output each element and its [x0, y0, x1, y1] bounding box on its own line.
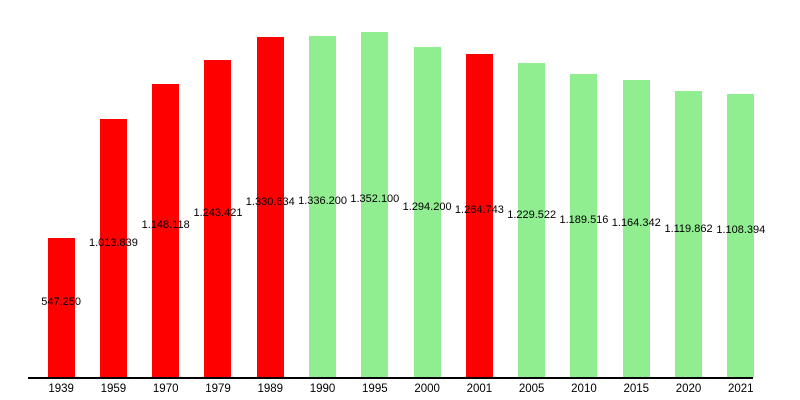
bar-2000 [413, 47, 441, 378]
value-label-1995: 1.352.100 [350, 193, 400, 205]
year-tick-label-1970: 1970 [152, 383, 179, 395]
year-tick-label-2000: 2000 [414, 383, 440, 395]
bar-1979 [204, 60, 232, 378]
value-label-2010: 1.189.516 [559, 214, 609, 226]
value-label-1990: 1.336.200 [298, 195, 348, 207]
bar-2001 [465, 54, 493, 378]
value-label-1979: 1.243.421 [193, 207, 243, 219]
year-tick-label-2005: 2005 [518, 383, 545, 395]
bar-slot: 1.336.200 1990 [296, 32, 348, 395]
bar-1995 [361, 32, 389, 378]
bar-slot: 1.330.634 1989 [244, 32, 296, 395]
value-label-2000: 1.294.200 [402, 200, 452, 213]
year-tick-label-1995: 1995 [362, 383, 388, 395]
x-axis-line [28, 377, 753, 379]
bar-1990 [309, 36, 337, 378]
bar-2010 [570, 74, 598, 378]
bar-1939 [47, 238, 75, 378]
bar-slot: 1.148.118 1970 [140, 32, 192, 395]
value-label-2020: 1.119.862 [664, 222, 713, 235]
value-label-2005: 1.229.522 [507, 208, 557, 221]
bar-2021 [727, 94, 755, 378]
value-label-1939: 547.250 [41, 296, 82, 308]
bar-2020 [675, 91, 703, 378]
bar-slot: 1.243.421 1979 [192, 32, 244, 395]
year-tick-label-2001: 2001 [466, 383, 493, 395]
value-label-2015: 1.164.342 [611, 217, 661, 229]
value-label-1970: 1.148.118 [141, 219, 190, 231]
value-label-2001: 1.264.743 [454, 204, 504, 216]
value-label-2021: 1.108.394 [716, 224, 766, 236]
year-tick-label-2010: 2010 [571, 383, 597, 395]
bar-slot: 1.264.743 2001 [453, 32, 505, 395]
year-tick-label-2020: 2020 [675, 383, 702, 395]
year-tick-label-1939: 1939 [48, 383, 74, 395]
bar-slot: 1.189.516 2010 [558, 32, 610, 395]
bar-slot: 1.108.394 2021 [715, 32, 767, 395]
bar-slot: 1.352.100 1995 [349, 32, 401, 395]
chart-plot-area: 547.250 1939 1.013.839 1959 1.148.118 1970 1.2… [35, 32, 767, 395]
year-tick-label-1959: 1959 [100, 383, 127, 395]
bar-2005 [518, 63, 546, 378]
bar-1989 [256, 37, 284, 378]
bar-slot: 1.229.522 2005 [506, 32, 558, 395]
value-label-1989: 1.330.634 [245, 195, 295, 208]
bar-slot: 1.294.200 2000 [401, 32, 453, 395]
year-tick-label-1990: 1990 [309, 383, 336, 395]
year-tick-label-1989: 1989 [257, 383, 284, 395]
year-tick-label-2021: 2021 [728, 383, 754, 395]
bar-1959 [99, 119, 127, 378]
bar-slot: 1.119.862 2020 [662, 32, 714, 395]
bar-slot: 1.013.839 1959 [87, 32, 139, 395]
bar-slot: 547.250 1939 [35, 32, 87, 395]
bar-1970 [152, 84, 180, 378]
year-tick-label-2015: 2015 [623, 383, 650, 395]
bar-slot: 1.164.342 2015 [610, 32, 662, 395]
year-tick-label-1979: 1979 [205, 383, 231, 395]
bar-2015 [622, 80, 650, 378]
value-label-1959: 1.013.839 [88, 236, 138, 249]
